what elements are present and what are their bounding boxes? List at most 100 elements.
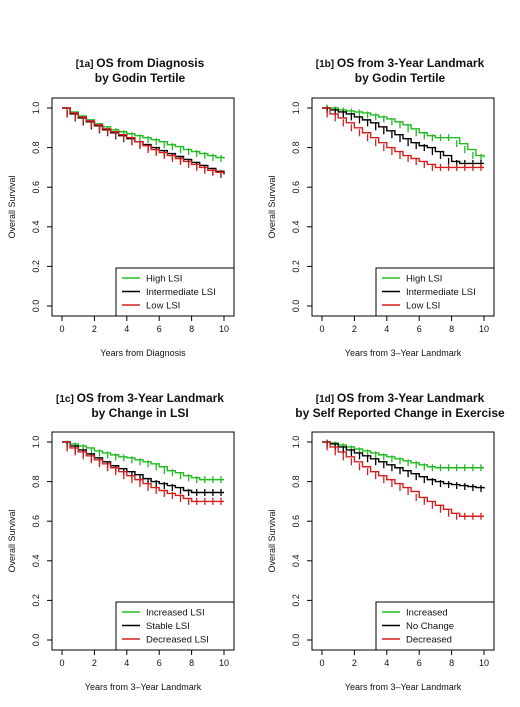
chart-subtitle: by Self Reported Change in Exercise	[295, 406, 505, 420]
chart-title: [1d] OS from 3-Year Landmark	[316, 391, 485, 405]
series-low-lsi	[322, 107, 484, 171]
x-tick-label: 6	[417, 324, 422, 334]
x-tick-label: 2	[352, 324, 357, 334]
y-tick-label: 0.0	[291, 634, 301, 647]
y-tick-label: 0.4	[31, 555, 41, 568]
chart-title: [1b] OS from 3-Year Landmark	[316, 56, 485, 70]
y-tick-label: 0.2	[31, 594, 41, 607]
y-tick-label: 0.2	[31, 260, 41, 273]
legend-label: High LSI	[146, 274, 182, 285]
x-tick-label: 2	[92, 658, 97, 668]
survival-curve	[62, 107, 225, 159]
survival-curve	[322, 441, 485, 489]
chart-title: [1c] OS from 3-Year Landmark	[56, 391, 224, 405]
y-tick-label: 0.4	[31, 221, 41, 234]
x-tick-label: 6	[417, 658, 422, 668]
x-tick-label: 2	[92, 324, 97, 334]
panel-tag: [1d]	[316, 394, 337, 405]
series-no-change	[322, 440, 485, 493]
series-stable-lsi	[62, 441, 224, 496]
series-high-lsi	[62, 107, 225, 162]
legend-label: High LSI	[406, 274, 442, 285]
y-tick-label: 0.2	[291, 260, 301, 273]
x-tick-label: 4	[384, 324, 389, 334]
series-decreased-lsi	[62, 441, 224, 505]
series-decreased	[322, 441, 484, 520]
legend: Increased LSI Stable LSI Decreased LSI	[115, 601, 235, 651]
legend-label: Intermediate LSI	[406, 287, 476, 298]
panel-title-text: OS from 3-Year Landmark	[337, 391, 485, 405]
y-tick-label: 0.8	[291, 141, 301, 154]
chart-subtitle: by Godin Tertile	[95, 71, 186, 85]
y-tick-label: 1.0	[291, 436, 301, 449]
y-tick-label: 1.0	[31, 436, 41, 449]
legend-label: Decreased	[406, 635, 452, 646]
legend-label: Stable LSI	[146, 621, 190, 632]
y-axis-label: Overall Survival	[267, 509, 277, 572]
panel-tag: [1b]	[316, 59, 337, 70]
x-tick-label: 6	[157, 324, 162, 334]
legend-label: Intermediate LSI	[146, 287, 216, 298]
x-tick-label: 0	[319, 324, 324, 334]
y-tick-label: 0.0	[31, 300, 41, 313]
panel-title-text: OS from Diagnosis	[96, 56, 204, 70]
y-axis-label: Overall Survival	[7, 175, 17, 238]
legend-label: Low LSI	[146, 301, 180, 312]
y-tick-label: 0.8	[291, 475, 301, 488]
x-tick-label: 0	[59, 324, 64, 334]
y-tick-label: 0.4	[291, 221, 301, 234]
survival-curve	[322, 107, 484, 165]
x-tick-label: 2	[352, 658, 357, 668]
y-tick-label: 0.6	[291, 181, 301, 194]
y-tick-label: 0.6	[291, 515, 301, 528]
legend-label: Low LSI	[406, 301, 440, 312]
x-tick-label: 10	[479, 658, 489, 668]
survival-curve	[322, 107, 485, 158]
panel-tag: [1a]	[76, 59, 97, 70]
y-axis-label: Overall Survival	[7, 509, 17, 572]
x-tick-label: 6	[157, 658, 162, 668]
x-tick-label: 10	[219, 324, 229, 334]
series-high-lsi	[322, 104, 485, 161]
panel-title-text: OS from 3-Year Landmark	[337, 56, 485, 70]
survival-curve	[322, 107, 484, 169]
y-tick-label: 1.0	[291, 102, 301, 115]
y-tick-label: 0.0	[31, 634, 41, 647]
legend-label: Increased LSI	[146, 608, 205, 619]
x-axis-label: Years from Diagnosis	[100, 348, 186, 358]
x-tick-label: 8	[449, 324, 454, 334]
y-tick-label: 0.6	[31, 181, 41, 194]
x-tick-label: 10	[219, 658, 229, 668]
legend-label: No Change	[406, 621, 454, 632]
panel-title-text: OS from 3-Year Landmark	[77, 391, 225, 405]
chart-subtitle: by Godin Tertile	[355, 71, 446, 85]
survival-curve	[322, 441, 484, 517]
series-intermediate-lsi	[322, 106, 484, 167]
x-tick-label: 8	[449, 658, 454, 668]
x-tick-label: 8	[189, 658, 194, 668]
x-tick-label: 0	[319, 658, 324, 668]
y-tick-label: 0.8	[31, 475, 41, 488]
y-tick-label: 1.0	[31, 102, 41, 115]
x-tick-label: 4	[124, 658, 129, 668]
survival-curve	[62, 441, 224, 494]
x-tick-label: 10	[479, 324, 489, 334]
x-axis-label: Years from 3–Year Landmark	[345, 682, 462, 692]
panel-tag: [1c]	[56, 394, 77, 405]
y-tick-label: 0.0	[291, 300, 301, 313]
legend-label: Decreased LSI	[146, 635, 209, 646]
survival-curve	[62, 441, 224, 503]
y-axis-label: Overall Survival	[267, 175, 277, 238]
y-tick-label: 0.2	[291, 594, 301, 607]
x-tick-label: 4	[124, 324, 129, 334]
chart-subtitle: by Change in LSI	[91, 406, 188, 420]
y-tick-label: 0.8	[31, 141, 41, 154]
x-tick-label: 4	[384, 658, 389, 668]
y-tick-label: 0.6	[31, 515, 41, 528]
y-tick-label: 0.4	[291, 555, 301, 568]
